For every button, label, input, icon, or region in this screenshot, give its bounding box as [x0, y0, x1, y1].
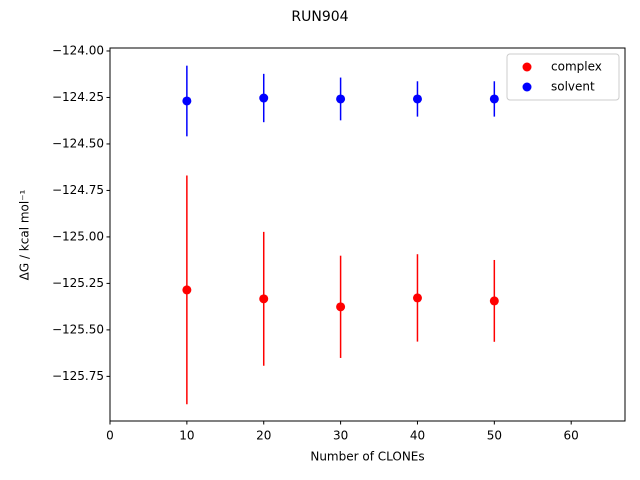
data-point: [489, 94, 499, 104]
legend-box: [506, 53, 620, 101]
y-tick-label: −124.50: [52, 136, 104, 150]
x-tick-label: 40: [410, 429, 425, 443]
y-axis-label: ΔG / kcal mol⁻¹: [18, 189, 32, 280]
y-tick-label: −124.25: [52, 90, 104, 104]
data-point: [489, 296, 499, 306]
plot-frame: [109, 47, 626, 422]
data-point: [182, 285, 192, 295]
x-tick-label: 30: [333, 429, 348, 443]
x-tick-label: 20: [256, 429, 271, 443]
legend-marker: [522, 62, 532, 72]
y-tick-label: −125.50: [52, 322, 104, 336]
chart-title: RUN904: [291, 9, 348, 25]
x-tick-label: 0: [106, 429, 114, 443]
legend-label: complex: [551, 60, 602, 74]
data-point: [412, 293, 422, 303]
y-tick-label: −124.00: [52, 43, 104, 57]
legend-label: solvent: [551, 80, 595, 94]
data-point: [182, 96, 192, 106]
data-point: [336, 302, 346, 312]
x-axis-label: Number of CLONEs: [310, 450, 424, 464]
y-tick-label: −125.25: [52, 276, 104, 290]
legend-marker: [522, 82, 532, 92]
y-tick-label: −124.75: [52, 183, 104, 197]
x-tick-label: 10: [179, 429, 194, 443]
y-tick-label: −125.75: [52, 369, 104, 383]
data-point: [259, 294, 269, 304]
data-point: [259, 93, 269, 103]
data-point: [336, 94, 346, 104]
y-tick-label: −125.00: [52, 229, 104, 243]
x-tick-label: 60: [564, 429, 579, 443]
data-point: [412, 94, 422, 104]
x-tick-label: 50: [487, 429, 502, 443]
